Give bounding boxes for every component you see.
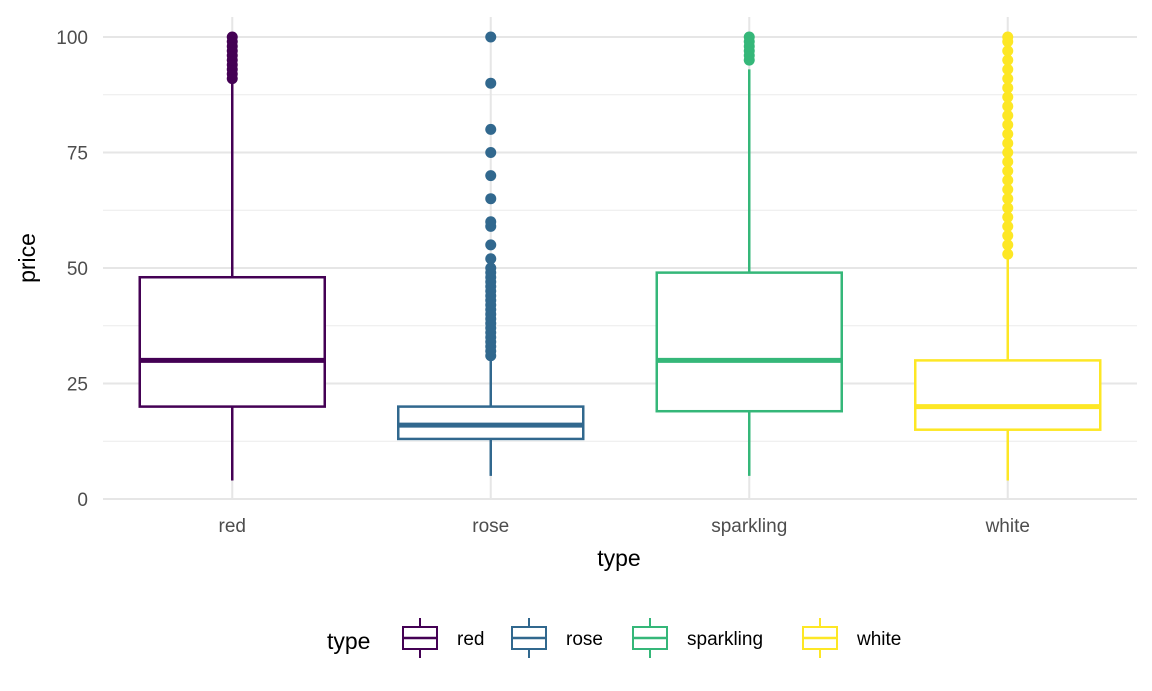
outlier-point <box>1002 73 1014 85</box>
x-tick-label: white <box>985 516 1030 537</box>
box-sparkling <box>655 31 843 476</box>
outlier-point <box>1002 45 1014 57</box>
outlier-point <box>485 123 497 135</box>
outlier-point <box>1002 174 1014 186</box>
outlier-point <box>1002 156 1014 168</box>
outlier-point <box>1002 147 1014 158</box>
y-tick-label: 100 <box>56 28 88 49</box>
legend-label: red <box>457 629 484 650</box>
outlier-point <box>226 31 238 43</box>
outlier-point <box>1002 137 1014 149</box>
outlier-point <box>1002 54 1014 66</box>
outlier-point <box>743 31 755 43</box>
outlier-point <box>1002 82 1014 94</box>
y-tick-label: 0 <box>77 490 88 511</box>
box-rose <box>397 31 585 476</box>
x-tick-label: red <box>219 516 246 537</box>
legend-item-white: white <box>802 618 901 658</box>
outlier-point <box>1002 119 1014 131</box>
outlier-point <box>1002 248 1014 260</box>
outlier-point <box>485 239 497 251</box>
outlier-point <box>1002 211 1014 223</box>
y-axis-ticks: 0 25 50 75 100 <box>56 28 88 511</box>
outlier-point <box>1002 91 1014 103</box>
box <box>138 275 326 408</box>
outlier-point <box>485 77 497 89</box>
outlier-point <box>1002 193 1014 205</box>
x-axis-title: type <box>597 545 640 571</box>
x-axis-ticks: red rose sparkling white <box>219 516 1030 537</box>
outlier-point <box>1002 63 1014 75</box>
outlier-point <box>485 147 497 158</box>
y-axis-title: price <box>14 233 40 283</box>
legend-title: type <box>327 628 370 654</box>
legend: type red rose sparkling white <box>327 618 901 658</box>
outlier-point <box>1002 220 1014 232</box>
box-red <box>138 31 326 481</box>
outlier-point <box>485 253 497 265</box>
legend-label: white <box>856 629 901 650</box>
outlier-point <box>1002 165 1014 177</box>
legend-item-red: red <box>402 618 484 658</box>
outlier-point <box>1002 110 1014 122</box>
x-tick-label: sparkling <box>711 516 787 537</box>
box <box>655 271 843 413</box>
outlier-point <box>485 31 497 43</box>
legend-item-sparkling: sparkling <box>632 618 763 658</box>
y-tick-label: 25 <box>67 375 88 396</box>
legend-label: rose <box>566 629 603 650</box>
x-tick-label: rose <box>472 516 509 537</box>
box-white <box>914 31 1102 481</box>
plot-area <box>138 31 1102 481</box>
outlier-point <box>1002 100 1014 112</box>
outlier-point <box>1002 202 1014 214</box>
outlier-point <box>485 170 497 182</box>
y-tick-label: 50 <box>67 259 88 280</box>
outlier-point <box>1002 230 1014 242</box>
y-tick-label: 75 <box>67 144 88 165</box>
outlier-point <box>1002 239 1014 251</box>
outlier-point <box>485 193 497 205</box>
box <box>914 359 1102 431</box>
outlier-point <box>485 216 497 228</box>
legend-label: sparkling <box>687 629 763 650</box>
outlier-point <box>1002 31 1014 43</box>
legend-item-rose: rose <box>511 618 603 658</box>
outlier-point <box>1002 183 1014 195</box>
outlier-point <box>485 262 497 274</box>
outlier-point <box>1002 128 1014 140</box>
